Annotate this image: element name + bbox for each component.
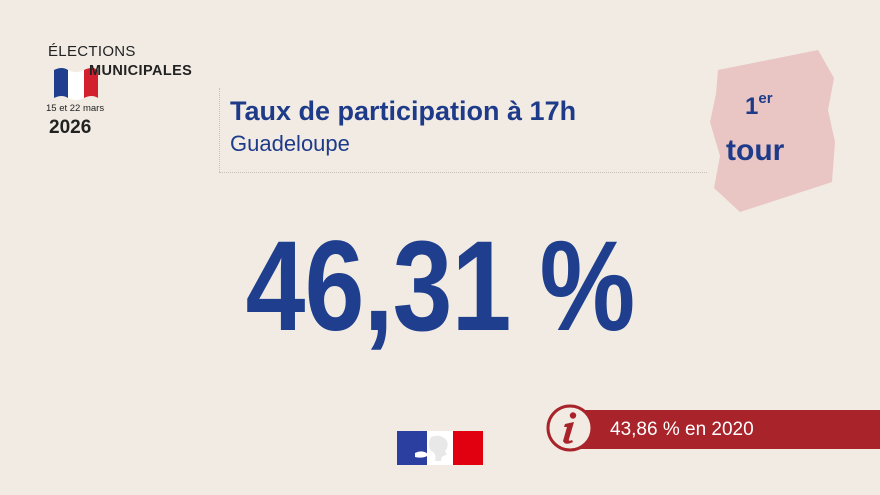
round-word: tour — [726, 134, 785, 167]
header-divider-horizontal — [219, 172, 707, 173]
elections-logo: ÉLECTIONS MUNICIPALES 15 et 22 mars 2026 — [46, 40, 216, 140]
comparison-banner — [566, 410, 880, 449]
logo-elections-label: ÉLECTIONS — [48, 43, 136, 60]
header-divider-vertical — [219, 88, 220, 172]
round-number: 1er — [745, 90, 773, 120]
round-badge: 1er tour — [700, 48, 840, 216]
round-badge-background — [710, 50, 835, 212]
region-subtitle: Guadeloupe — [230, 131, 350, 156]
french-flag-icon — [54, 68, 98, 100]
logo-municipales-label: MUNICIPALES — [89, 63, 193, 79]
logo-year: 2026 — [49, 117, 92, 138]
marianne-logo-icon — [397, 431, 483, 465]
logo-dates: 15 et 22 mars — [46, 103, 105, 114]
participation-rate-value: 46,31 % — [245, 215, 635, 358]
page-title: Taux de participation à 17h — [230, 96, 577, 126]
info-icon — [546, 404, 594, 452]
comparison-text: 43,86 % en 2020 — [610, 419, 754, 440]
